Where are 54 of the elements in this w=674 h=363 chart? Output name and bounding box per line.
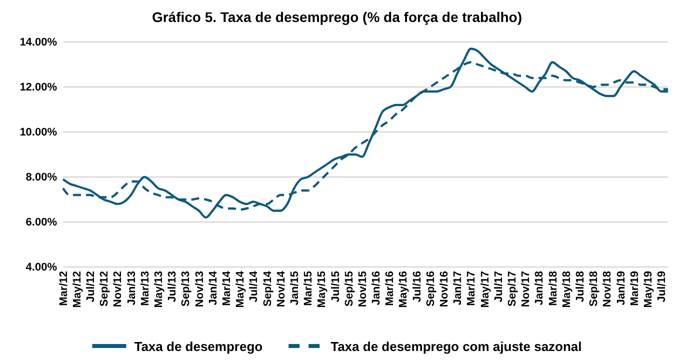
legend-label: Taxa de desemprego com ajuste sazonal	[330, 339, 582, 354]
x-tick-label: Nov/16	[438, 271, 451, 308]
x-tick-label: Sep/17	[506, 271, 518, 306]
x-tick-label: Jul/18	[574, 271, 586, 302]
x-tick-label: May/16	[398, 271, 410, 308]
y-tick-label: 8.00%	[26, 172, 58, 184]
legend-label: Taxa de desemprego	[134, 339, 263, 354]
x-tick-label: Jul/13	[166, 271, 179, 302]
x-tick-label: Nov/15	[356, 271, 369, 308]
y-tick-label: 10.00%	[20, 126, 58, 139]
x-tick-label: Sep/18	[588, 271, 600, 306]
x-tick-label: May/13	[153, 271, 166, 308]
chart-title: Gráfico 5. Taxa de desemprego (% da força de trabalho)	[152, 9, 522, 25]
x-tick-label: Mar/15	[302, 271, 315, 306]
x-tick-label: Jul/19	[656, 271, 668, 302]
y-tick-label: 4.00%	[26, 262, 58, 274]
x-tick-label: Sep/13	[180, 271, 192, 306]
x-tick-label: Sep/16	[424, 271, 437, 306]
x-tick-label: May/14	[234, 270, 247, 308]
x-tick-label: Jan/16	[370, 271, 383, 306]
x-tick-label: Nov/17	[520, 271, 532, 308]
x-tick-label: Jul/12	[85, 271, 98, 302]
x-tick-label: May/18	[560, 271, 573, 308]
x-tick-label: Jan/15	[288, 271, 301, 306]
x-tick-label: Jan/14	[207, 270, 220, 306]
x-tick-label: Mar/16	[384, 271, 396, 306]
y-tick-label: 12.00%	[20, 82, 58, 94]
x-tick-label: Nov/13	[194, 271, 206, 308]
x-tick-label: Mar/14	[220, 270, 233, 306]
x-tick-label: Jan/19	[615, 271, 628, 306]
x-tick-label: Sep/14	[262, 270, 274, 306]
x-tick-label: May/19	[642, 271, 654, 308]
y-tick-label: 6.00%	[26, 216, 58, 229]
x-tick-label: Mar/18	[547, 271, 560, 306]
x-tick-label: Sep/12	[98, 271, 111, 306]
x-tick-label: Jan/18	[534, 271, 546, 306]
x-tick-label: Jul/17	[492, 271, 505, 302]
y-tick-label: 14.00%	[20, 36, 58, 49]
x-tick-label: Mar/12	[58, 271, 70, 306]
x-tick-label: May/15	[316, 271, 328, 308]
x-tick-label: May/12	[71, 271, 84, 308]
x-tick-label: Jul/16	[411, 271, 424, 302]
x-tick-label: Mar/13	[139, 271, 152, 306]
x-tick-label: Jan/13	[126, 271, 138, 306]
x-tick-label: Mar/17	[466, 271, 478, 306]
x-tick-label: Nov/18	[602, 271, 614, 308]
x-tick-label: Nov/14	[275, 270, 288, 308]
x-tick-label: Sep/15	[343, 271, 356, 306]
x-tick-label: Jul/14	[248, 270, 260, 302]
x-tick-label: Mar/19	[628, 271, 641, 306]
x-tick-label: Nov/12	[112, 271, 124, 308]
x-tick-label: Jan/17	[452, 271, 464, 306]
x-tick-label: Jul/15	[330, 271, 342, 302]
x-tick-label: May/17	[479, 271, 492, 308]
